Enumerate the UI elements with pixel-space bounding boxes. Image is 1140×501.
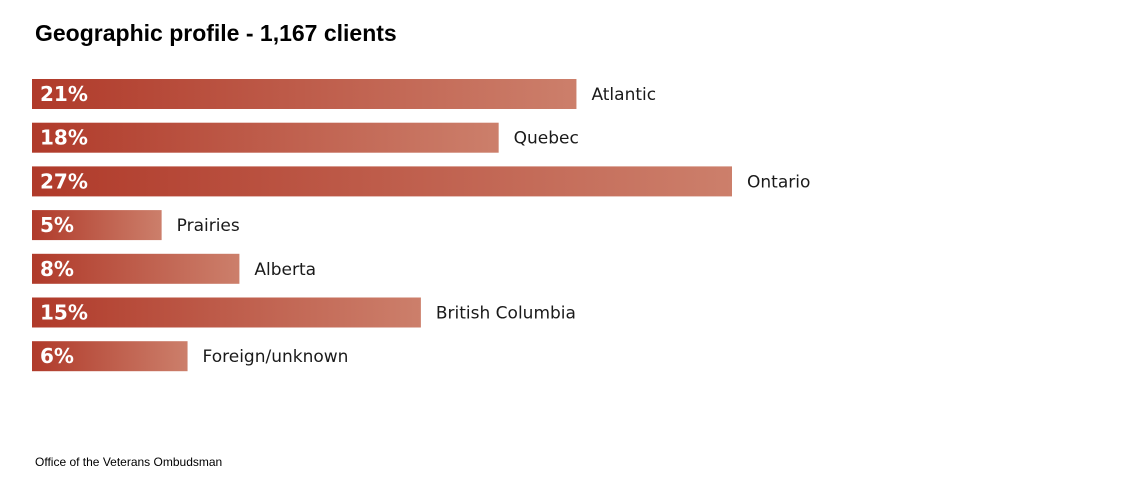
chart-title: Geographic profile - 1,167 clients [35,20,397,46]
value-label: 18% [40,126,88,150]
category-label: Quebec [514,129,579,149]
category-label: Atlantic [591,85,656,105]
bars-group: 21% Atlantic 18% Quebec 27% Ontario 5% Prairies… [32,79,810,372]
value-label: 6% [40,344,74,368]
category-label: Foreign/unknown [203,347,349,367]
category-label: British Columbia [436,304,576,324]
bar-alberta [32,253,240,284]
source-note: Office of the Veterans Ombudsman [35,455,223,469]
value-label: 15% [40,301,88,325]
bar-ontario [32,166,732,197]
category-label: Alberta [254,260,316,280]
bar-british-columbia [32,297,421,328]
value-label: 21% [40,82,88,106]
bar-prairies [32,210,162,241]
bar-quebec [32,122,499,153]
value-label: 27% [40,169,88,193]
category-label: Prairies [177,216,240,236]
value-label: 8% [40,257,74,281]
category-label: Ontario [747,172,810,192]
value-label: 5% [40,213,74,237]
bar-foreign-unknown [32,341,188,372]
bar-atlantic [32,79,577,109]
